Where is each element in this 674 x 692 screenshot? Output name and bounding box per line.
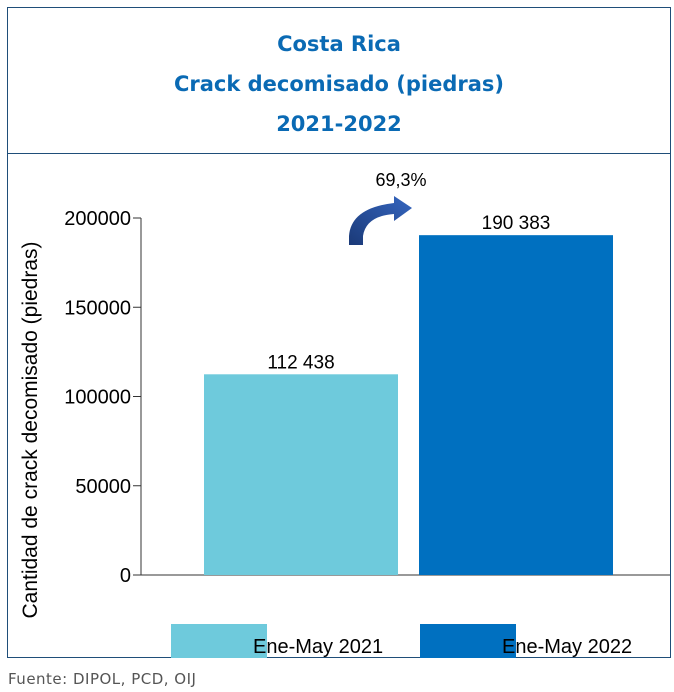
bar-1 bbox=[204, 374, 398, 575]
source-note: Fuente: DIPOL, PCD, OIJ bbox=[8, 670, 197, 688]
percent-change-label: 69,3% bbox=[375, 170, 426, 190]
bar-2 bbox=[419, 235, 613, 575]
y-tick-label: 100000 bbox=[64, 387, 131, 409]
legend-label: Ene-May 2022 bbox=[502, 636, 632, 658]
bar-value-label: 190 383 bbox=[482, 213, 551, 234]
y-tick-label: 150000 bbox=[64, 297, 131, 319]
bar-layer: 112 438 190 383 bbox=[204, 213, 613, 575]
title-line-country: Costa Rica bbox=[277, 32, 401, 56]
title-line-subject: Crack decomisado (piedras) bbox=[173, 72, 505, 96]
y-tick-label: 200000 bbox=[64, 208, 131, 230]
y-tick-label: 0 bbox=[120, 565, 131, 587]
y-axis-label: Cantidad de crack decomisado (piedras) bbox=[19, 241, 42, 618]
increase-arrow-icon bbox=[349, 196, 412, 245]
legend-label: Ene-May 2021 bbox=[253, 636, 383, 658]
title-line-years: 2021-2022 bbox=[276, 112, 402, 136]
legend-swatch bbox=[171, 624, 267, 658]
bar-value-label: 112 438 bbox=[267, 352, 334, 373]
chart-title: Costa Rica Crack decomisado (piedras) 20… bbox=[8, 8, 670, 154]
y-tick-label: 50000 bbox=[75, 476, 131, 498]
legend-swatch bbox=[420, 624, 516, 658]
chart-frame: Costa Rica Crack decomisado (piedras) 20… bbox=[7, 7, 671, 658]
legend: Ene-May 2021 Ene-May 2022 bbox=[171, 624, 632, 658]
